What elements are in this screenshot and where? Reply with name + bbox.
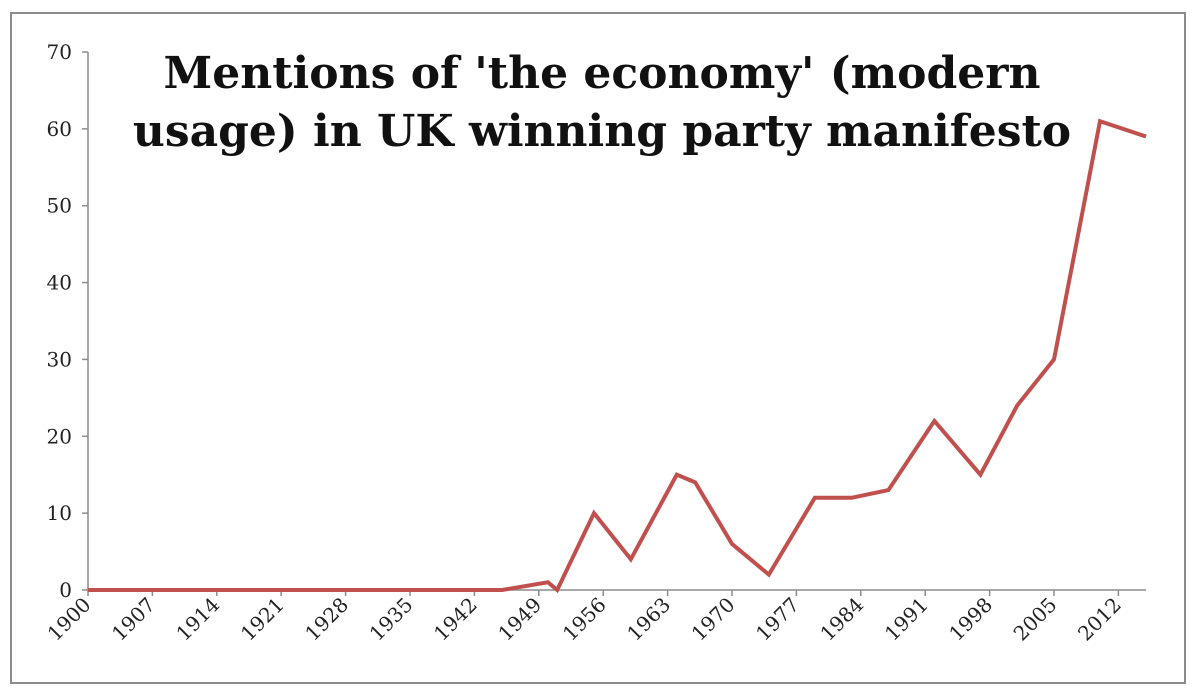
- x-tick-label: 1907: [107, 593, 160, 646]
- y-tick-label: 70: [47, 40, 72, 64]
- x-tick-label: 1998: [944, 593, 997, 646]
- x-tick-label: 1942: [429, 593, 482, 646]
- x-tick-label: 1984: [815, 593, 868, 646]
- x-tick-label: 1928: [300, 593, 353, 646]
- chart-title-line-2: usage) in UK winning party manifesto: [133, 106, 1071, 157]
- chart-frame: 0 10 20 30 40 50 60 70 1900 1907 1914 1921 1928 1935…: [10, 12, 1186, 684]
- series-line-0: [88, 118, 1147, 594]
- x-tick-label: 1935: [365, 593, 418, 646]
- y-axis: 0 10 20 30 40 50 60 70: [47, 40, 89, 602]
- chart-title-line-1: Mentions of 'the economy' (modern: [164, 48, 1041, 99]
- x-tick-label: 2005: [1009, 593, 1062, 646]
- y-tick-label: 50: [47, 194, 72, 218]
- x-tick-label: 1949: [493, 593, 546, 646]
- y-tick-label: 30: [47, 347, 72, 371]
- x-tick-label: 1963: [622, 593, 675, 646]
- x-tick-label: 1956: [558, 593, 611, 646]
- x-tick-label: 1970: [687, 593, 740, 646]
- y-tick-label: 0: [59, 578, 72, 602]
- y-tick-label: 40: [47, 271, 72, 295]
- x-tick-label: 1977: [751, 593, 804, 646]
- x-axis: 1900 1907 1914 1921 1928 1935 1942 1949 1956 1963…: [43, 589, 1146, 646]
- line-chart: 0 10 20 30 40 50 60 70 1900 1907 1914 1921 1928 1935…: [43, 40, 1147, 646]
- x-tick-label: 1991: [880, 593, 933, 646]
- series-lines: [88, 118, 1147, 594]
- x-tick-label: 2012: [1073, 593, 1126, 646]
- y-tick-label: 60: [47, 117, 72, 141]
- y-tick-label: 10: [47, 501, 72, 525]
- x-tick-label: 1921: [236, 593, 289, 646]
- x-tick-label: 1914: [171, 593, 224, 646]
- y-tick-label: 20: [47, 424, 72, 448]
